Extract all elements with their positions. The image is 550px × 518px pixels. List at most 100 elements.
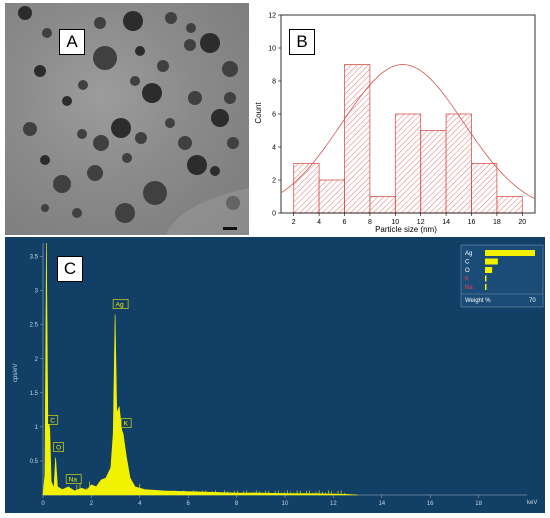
eds-inset-bar bbox=[485, 284, 487, 290]
nanoparticle bbox=[122, 153, 132, 163]
eds-peak-text: K bbox=[124, 421, 129, 428]
gaussian-fit-curve bbox=[280, 64, 536, 200]
eds-y-axis-label: cps/eV bbox=[13, 364, 19, 382]
histogram-y-axis-label: Count bbox=[254, 102, 263, 124]
eds-inset-bar bbox=[485, 267, 493, 273]
histogram-bar bbox=[318, 179, 345, 214]
histogram-bar bbox=[445, 113, 472, 214]
x-tick-label: 6 bbox=[343, 219, 347, 226]
eds-x-tick-label: 16 bbox=[427, 501, 434, 507]
eds-peak-label-ag: Ag bbox=[112, 299, 129, 309]
eds-y-tick-label: 0.5 bbox=[30, 459, 39, 465]
eds-peak-text: Ag bbox=[116, 302, 124, 309]
eds-x-tick-label: 18 bbox=[475, 501, 482, 507]
eds-peak-label-c: C bbox=[47, 414, 59, 425]
eds-weight-inset: Ag COK Na Weight % 70 bbox=[460, 244, 544, 308]
nanoparticle bbox=[77, 129, 87, 139]
nanoparticle bbox=[210, 166, 220, 176]
y-tick-label: 10 bbox=[268, 46, 276, 53]
nanoparticle bbox=[184, 39, 196, 51]
eds-inset-bar bbox=[485, 250, 535, 256]
nanoparticle bbox=[42, 28, 52, 38]
histogram-bar bbox=[293, 163, 320, 214]
histogram-bar bbox=[394, 113, 422, 214]
panel-b-label: B bbox=[289, 29, 315, 55]
nanoparticle bbox=[135, 132, 147, 144]
x-tick-label: 18 bbox=[493, 219, 501, 226]
nanoparticle bbox=[178, 136, 192, 150]
nanoparticle bbox=[115, 203, 135, 223]
eds-peak-text: C bbox=[50, 417, 55, 424]
eds-spectrum-panel: 0.5 1 1.5 2 2.5 3 3.5 0 2 4 6 8 10 12 14 16 18 C O Na Ag K k… bbox=[5, 237, 545, 513]
eds-y-tick-label: 3.5 bbox=[30, 255, 39, 261]
panel-c-label: C bbox=[57, 256, 83, 282]
nanoparticle bbox=[130, 76, 140, 86]
x-tick-label: 20 bbox=[518, 219, 526, 226]
eds-y-tick-label: 1 bbox=[35, 425, 39, 431]
eds-inset-bar bbox=[485, 258, 498, 265]
nanoparticle bbox=[93, 135, 109, 151]
eds-x-tick-label: 12 bbox=[330, 501, 337, 507]
eds-peak-label-na: Na bbox=[65, 474, 82, 484]
nanoparticle bbox=[87, 165, 103, 181]
eds-inset-element-label: K bbox=[465, 277, 469, 283]
histogram-bar bbox=[420, 130, 447, 214]
nanoparticle bbox=[111, 118, 131, 138]
nanoparticle bbox=[211, 109, 229, 127]
histogram-bar bbox=[344, 64, 371, 214]
scale-bar bbox=[223, 227, 237, 230]
x-tick-label: 8 bbox=[368, 219, 372, 226]
eds-x-tick-label: 6 bbox=[187, 501, 191, 507]
eds-x-tick-label: 4 bbox=[138, 501, 142, 507]
nanoparticle bbox=[224, 92, 236, 104]
nanoparticle bbox=[187, 155, 207, 175]
eds-peak-text: Na bbox=[69, 477, 78, 484]
panel-a-label: A bbox=[59, 29, 85, 55]
y-tick-label: 4 bbox=[272, 145, 276, 152]
eds-x-tick-label: 2 bbox=[90, 501, 94, 507]
nanoparticle bbox=[188, 91, 202, 105]
nanoparticle bbox=[40, 155, 50, 165]
eds-inset-element-label: C bbox=[465, 260, 470, 266]
nanoparticle bbox=[18, 6, 32, 20]
y-tick-label: 2 bbox=[272, 178, 276, 185]
y-tick-label: 12 bbox=[268, 13, 276, 20]
histogram-x-axis-label: Particle size (nm) bbox=[375, 225, 437, 234]
nanoparticle bbox=[143, 181, 167, 205]
eds-y-tick-label: 2 bbox=[35, 357, 39, 363]
x-tick-label: 2 bbox=[292, 219, 296, 226]
nanoparticle bbox=[227, 137, 239, 149]
tem-micrograph bbox=[18, 6, 249, 235]
eds-inset-element-label: Ag bbox=[465, 251, 472, 257]
nanoparticle bbox=[72, 208, 82, 218]
nanoparticle bbox=[135, 46, 145, 56]
x-tick-label: 10 bbox=[391, 219, 399, 226]
histogram-bar bbox=[369, 196, 396, 214]
nanoparticle bbox=[157, 60, 169, 72]
nanoparticle bbox=[53, 175, 71, 193]
eds-x-tick-label: 14 bbox=[378, 501, 385, 507]
nanoparticle bbox=[123, 11, 143, 31]
carbon-film-region bbox=[165, 188, 249, 235]
nanoparticle bbox=[78, 80, 88, 90]
x-tick-label: 12 bbox=[417, 219, 425, 226]
eds-inset-bar bbox=[485, 275, 487, 282]
nanoparticle bbox=[186, 23, 196, 33]
y-tick-label: 0 bbox=[272, 211, 276, 218]
nanoparticle bbox=[41, 204, 49, 212]
eds-x-axis-label: keV bbox=[527, 500, 537, 506]
eds-inset-element-label: Na bbox=[465, 285, 473, 291]
x-tick-label: 16 bbox=[468, 219, 476, 226]
eds-peak-label-k: K bbox=[120, 418, 132, 429]
nanoparticle bbox=[62, 96, 72, 106]
nanoparticle bbox=[165, 118, 175, 128]
histogram-bar bbox=[496, 196, 523, 214]
tem-image-panel: A bbox=[5, 3, 249, 235]
eds-x-tick-label: 8 bbox=[235, 501, 239, 507]
nanoparticle bbox=[222, 61, 238, 77]
eds-peak-label-o: O bbox=[53, 442, 64, 452]
eds-inset-element-label: O bbox=[465, 268, 470, 274]
y-tick-label: 6 bbox=[272, 112, 276, 119]
eds-x-tick-label: 10 bbox=[282, 501, 289, 507]
